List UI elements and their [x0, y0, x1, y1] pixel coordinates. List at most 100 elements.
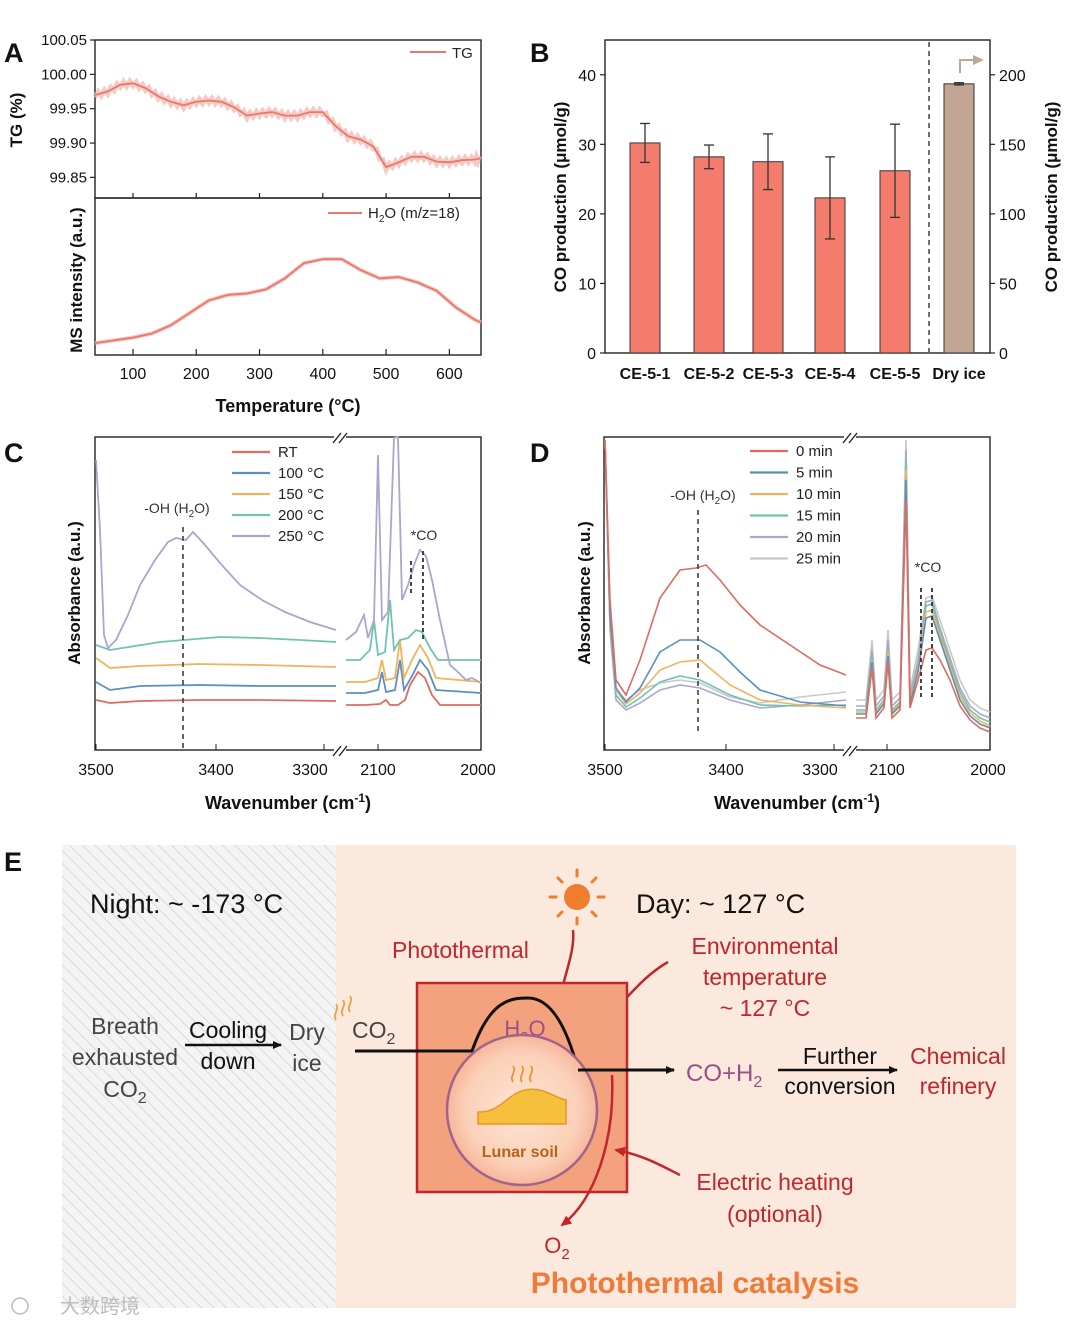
ir-time-spectra [604, 439, 991, 733]
panel-c: C -OH (H2O) *CO RT 100 °C 150 °C 200 °C 250 … [4, 432, 496, 813]
category-label: CE-5-3 [743, 366, 794, 383]
spectrum-20min [604, 439, 991, 719]
ir-temp-x-ticks: 3500 3400 3300 2100 2000 [78, 744, 496, 779]
category-label: CE-5-5 [870, 366, 921, 383]
tick-2100-d: 2100 [869, 762, 905, 779]
legend-label: 200 °C [278, 507, 324, 524]
temperature-x-tick-label: 500 [373, 366, 400, 383]
bar-dry-ice [943, 83, 975, 354]
absorbance-y-label: Absorbance (a.u.) [65, 521, 84, 665]
spectrum-0min [604, 439, 991, 733]
ms-curve [94, 258, 482, 344]
right-y-tick-label: 50 [999, 276, 1017, 293]
coh2-label: CO+H2 [686, 1060, 762, 1091]
refinery-label: refinery [920, 1073, 997, 1099]
photothermal-label: Photothermal [392, 937, 529, 963]
co-right-y-label: CO production (μmol/g) [1042, 102, 1061, 293]
left-y-tick-label: 40 [578, 68, 596, 85]
sun-icon [548, 868, 606, 926]
tick-2000-d: 2000 [970, 762, 1006, 779]
right-y-tick-label: 100 [999, 207, 1026, 224]
tick-2100: 2100 [360, 762, 396, 779]
temperature-x-tick-label: 400 [309, 366, 336, 383]
electric-heating-arrow [614, 1146, 681, 1177]
co-axes-frame [604, 39, 991, 354]
oh-annotation-d: -OH (H2O) [670, 487, 735, 507]
legend-label: 150 °C [278, 486, 324, 503]
legend-label: 25 min [796, 551, 841, 568]
right-y-tick-label: 150 [999, 137, 1026, 154]
electric-label-1: Electric heating [696, 1169, 853, 1195]
ms-axes-frame [94, 197, 482, 356]
co-left-y-ticks: 0 10 20 30 40 [578, 68, 605, 363]
electric-label-2: (optional) [727, 1201, 823, 1227]
watermark-logo-icon [11, 1297, 29, 1315]
soil-pile-icon [477, 1088, 567, 1125]
watermark: 大数跨境 [11, 1295, 140, 1318]
wavenumber-x-label-d: Wavenumber (cm-1) [714, 791, 880, 813]
o2-arrow [560, 1074, 614, 1227]
spectrum-250 [95, 435, 482, 684]
panel-letter-e: E [4, 847, 22, 877]
right-y-tick-label: 200 [999, 68, 1026, 85]
wavenumber-x-label: Wavenumber (cm-1) [205, 791, 371, 813]
oh-annotation: -OH (H2O) [144, 500, 209, 520]
tg-legend-label: TG [452, 45, 473, 62]
co2-label: CO2 [352, 1017, 396, 1048]
tg-curve [94, 82, 482, 169]
ir-temp-axes-frame [94, 436, 482, 751]
breath-label-1: Breath [91, 1013, 159, 1039]
day-label: Day: ~ 127 °C [636, 889, 805, 919]
time-legend: 0 min 5 min 10 min 15 min 20 min 25 min [750, 443, 841, 568]
lunar-soil-label: Lunar soil [482, 1144, 558, 1161]
panel-d: D -OH (H2O) *CO 0 min 5 min 10 min 15 min 20… [530, 432, 1006, 813]
tg-y-tick-label: 100.05 [41, 32, 87, 49]
co-annotation: *CO [411, 527, 438, 543]
conversion-label: conversion [784, 1073, 895, 1099]
axis-break-gap-d [844, 434, 856, 754]
tick-3400: 3400 [198, 762, 234, 779]
axis-break-gap [334, 434, 346, 754]
ms-raw-band [94, 257, 482, 346]
legend-label: 0 min [796, 443, 833, 460]
dry-ice-label-1: Dry [289, 1019, 325, 1045]
tg-axes-frame [94, 39, 482, 199]
tick-2000: 2000 [460, 762, 496, 779]
temperature-x-tick-label: 100 [120, 366, 147, 383]
tg-y-label: TG (%) [7, 93, 26, 148]
bar-ce-5-2 [693, 156, 725, 354]
ir-temp-spectra [95, 435, 482, 706]
env-label-2: temperature [703, 964, 827, 990]
spectrum-rt [95, 670, 481, 706]
cooling-label: Cooling [189, 1017, 267, 1043]
temperature-x-tick-label: 200 [183, 366, 210, 383]
bar-ce-5-3 [752, 161, 784, 354]
co-left-y-label: CO production (μmol/g) [551, 102, 570, 293]
spectrum-5min [604, 439, 991, 729]
ms-legend-label: H2O (m/z=18) [368, 205, 460, 225]
watermark-text: 大数跨境 [60, 1295, 140, 1318]
ir-time-axes-frame [603, 436, 991, 751]
legend-label: 20 min [796, 529, 841, 546]
absorbance-y-label-d: Absorbance (a.u.) [575, 521, 594, 665]
catalysis-title: Photothermal catalysis [531, 1267, 859, 1300]
right-y-tick-label: 0 [999, 346, 1008, 363]
temperature-legend: RT 100 °C 150 °C 200 °C 250 °C [232, 444, 324, 545]
axis-break-marks-d [842, 432, 858, 757]
tick-3400-d: 3400 [708, 762, 744, 779]
tg-y-tick-label: 99.85 [49, 169, 87, 186]
temperature-x-label: Temperature (°C) [216, 396, 361, 416]
co-bars: CE-5-1 CE-5-2 CE-5-3 CE-5-4 CE-5-5 Dry ice [620, 82, 986, 383]
night-label: Night: ~ -173 °C [90, 889, 283, 919]
h2o-barrier-curve [355, 996, 580, 1071]
temperature-x-ticks: 100 200 300 400 500 600 [120, 193, 463, 383]
ir-time-x-ticks: 3500 3400 3300 2100 2000 [587, 744, 1006, 779]
category-label: CE-5-2 [684, 366, 735, 383]
panel-letter-d: D [530, 438, 550, 468]
tg-y-tick-label: 100.00 [41, 66, 87, 83]
env-label-1: Environmental [691, 933, 838, 959]
dry-ice-label-2: ice [292, 1050, 321, 1076]
env-label-3: ~ 127 °C [720, 995, 810, 1021]
